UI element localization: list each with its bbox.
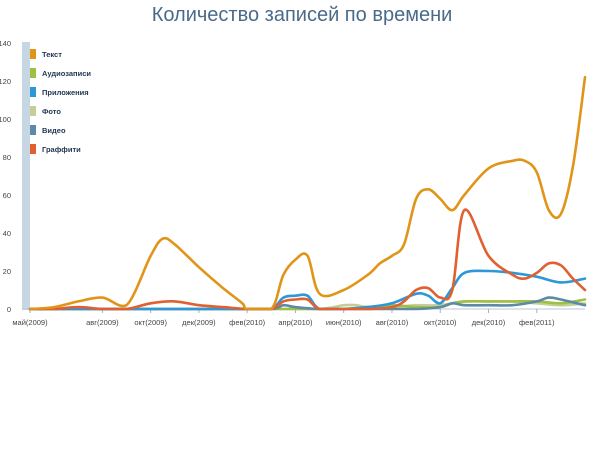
- x-tick-label: май(2009): [12, 318, 48, 327]
- x-tick-label: фев(2011): [519, 318, 555, 327]
- x-axis-ticks: май(2009) авг(2009) окт(2009) дек(2009) фев(…: [12, 309, 555, 327]
- x-tick-label: июн(2010): [326, 318, 362, 327]
- legend-swatch: [30, 87, 36, 97]
- legend-swatch: [30, 68, 36, 78]
- y-axis-ticks: 0 20 40 60 80 100 120 140: [0, 39, 11, 314]
- x-tick-label: авг(2009): [86, 318, 119, 327]
- legend-swatch: [30, 144, 36, 154]
- x-tick-label: апр(2010): [278, 318, 313, 327]
- legend-label: Аудиозаписи: [42, 69, 91, 78]
- x-tick-label: дек(2010): [472, 318, 506, 327]
- x-tick-label: фев(2010): [229, 318, 266, 327]
- y-tick-label: 60: [3, 191, 11, 200]
- y-tick-label: 0: [7, 305, 11, 314]
- series-line: [28, 208, 587, 311]
- legend-label: Граффити: [42, 145, 81, 154]
- y-tick-label: 80: [3, 153, 11, 162]
- y-tick-label: 120: [0, 77, 11, 86]
- legend-swatch: [30, 106, 36, 116]
- legend-label: Видео: [42, 126, 66, 135]
- x-tick-label: авг(2010): [376, 318, 409, 327]
- chart-title: Количество записей по времени: [151, 4, 453, 26]
- legend-swatch: [30, 125, 36, 135]
- legend-panel-background: [22, 42, 30, 310]
- y-tick-label: 40: [3, 229, 11, 238]
- x-tick-label: окт(2009): [134, 318, 167, 327]
- y-tick-label: 20: [3, 267, 11, 276]
- series-line: [28, 75, 587, 311]
- legend-label: Фото: [42, 107, 61, 116]
- series-lines: [28, 75, 587, 311]
- y-tick-label: 100: [0, 115, 11, 124]
- x-tick-label: окт(2010): [424, 318, 457, 327]
- legend-label: Приложения: [42, 88, 89, 97]
- x-tick-label: дек(2009): [182, 318, 216, 327]
- legend-label: Текст: [42, 50, 62, 59]
- legend: Текст Аудиозаписи Приложения Фото Видео Графф…: [30, 49, 91, 154]
- y-tick-label: 140: [0, 39, 11, 48]
- legend-swatch: [30, 49, 36, 59]
